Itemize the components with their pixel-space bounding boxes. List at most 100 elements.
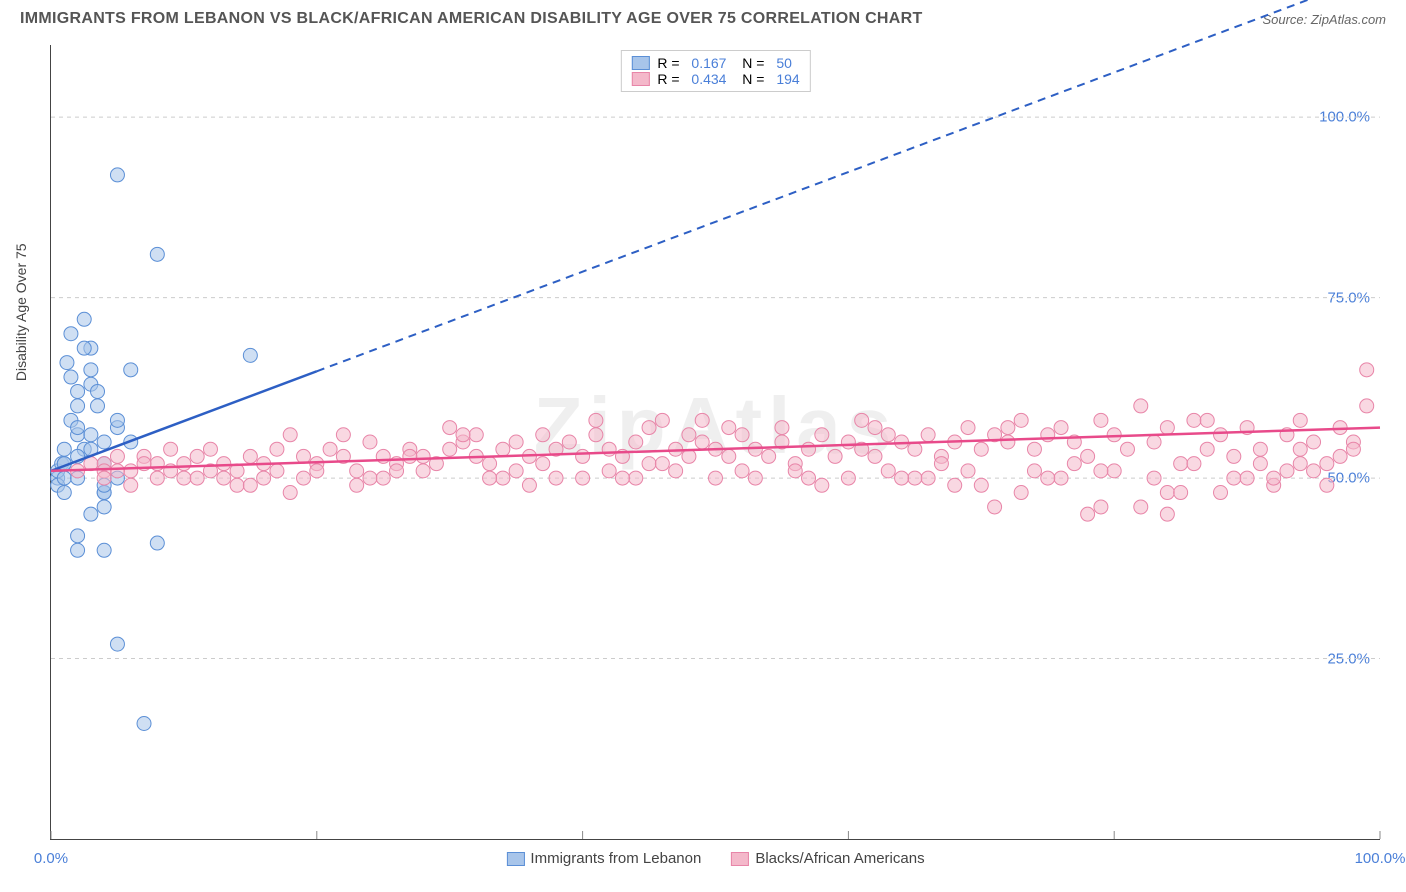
correlation-legend: R = 0.167 N = 50 R = 0.434 N = 194 bbox=[620, 50, 810, 92]
scatter-point bbox=[71, 529, 85, 543]
scatter-point bbox=[1253, 442, 1267, 456]
scatter-point bbox=[1293, 413, 1307, 427]
source-attribution: Source: ZipAtlas.com bbox=[1262, 12, 1386, 27]
scatter-point bbox=[642, 457, 656, 471]
scatter-point bbox=[1120, 442, 1134, 456]
scatter-point bbox=[1174, 486, 1188, 500]
scatter-point bbox=[297, 471, 311, 485]
scatter-point bbox=[921, 428, 935, 442]
scatter-point bbox=[1134, 500, 1148, 514]
scatter-point bbox=[243, 348, 257, 362]
scatter-point bbox=[137, 717, 151, 731]
scatter-point bbox=[110, 449, 124, 463]
scatter-point bbox=[91, 399, 105, 413]
scatter-point bbox=[150, 536, 164, 550]
scatter-point bbox=[1027, 464, 1041, 478]
scatter-point bbox=[230, 478, 244, 492]
scatter-point bbox=[1054, 421, 1068, 435]
scatter-point bbox=[91, 384, 105, 398]
scatter-point bbox=[363, 471, 377, 485]
scatter-point bbox=[629, 471, 643, 485]
scatter-point bbox=[881, 428, 895, 442]
scatter-point bbox=[1360, 399, 1374, 413]
scatter-point bbox=[1200, 413, 1214, 427]
scatter-point bbox=[416, 449, 430, 463]
scatter-point bbox=[655, 457, 669, 471]
scatter-point bbox=[150, 247, 164, 261]
scatter-point bbox=[1094, 413, 1108, 427]
scatter-point bbox=[762, 449, 776, 463]
y-axis-title: Disability Age Over 75 bbox=[13, 243, 29, 381]
scatter-point bbox=[443, 442, 457, 456]
scatter-point bbox=[974, 442, 988, 456]
scatter-point bbox=[602, 464, 616, 478]
scatter-point bbox=[576, 449, 590, 463]
scatter-point bbox=[1081, 507, 1095, 521]
chart-title: IMMIGRANTS FROM LEBANON VS BLACK/AFRICAN… bbox=[20, 10, 923, 28]
chart-plot-area: Disability Age Over 75 ZipAtlas R = 0.16… bbox=[50, 45, 1380, 840]
scatter-point bbox=[71, 543, 85, 557]
scatter-point bbox=[1147, 435, 1161, 449]
scatter-point bbox=[589, 413, 603, 427]
scatter-point bbox=[71, 421, 85, 435]
scatter-point bbox=[802, 471, 816, 485]
scatter-point bbox=[1280, 464, 1294, 478]
scatter-point bbox=[868, 449, 882, 463]
scatter-point bbox=[64, 370, 78, 384]
scatter-point bbox=[1214, 428, 1228, 442]
scatter-point bbox=[1253, 457, 1267, 471]
scatter-point bbox=[164, 442, 178, 456]
scatter-point bbox=[124, 464, 138, 478]
scatter-point bbox=[270, 442, 284, 456]
r-value-black: 0.434 bbox=[691, 71, 726, 87]
scatter-point bbox=[1293, 457, 1307, 471]
scatter-point bbox=[934, 457, 948, 471]
scatter-point bbox=[336, 428, 350, 442]
scatter-point bbox=[841, 435, 855, 449]
scatter-point bbox=[283, 428, 297, 442]
scatter-point bbox=[536, 428, 550, 442]
scatter-point bbox=[1027, 442, 1041, 456]
swatch-lebanon bbox=[631, 56, 649, 70]
scatter-point bbox=[1001, 435, 1015, 449]
scatter-point bbox=[1081, 449, 1095, 463]
scatter-point bbox=[124, 363, 138, 377]
scatter-point bbox=[589, 428, 603, 442]
scatter-point bbox=[868, 421, 882, 435]
scatter-point bbox=[655, 413, 669, 427]
scatter-point bbox=[57, 442, 71, 456]
scatter-point bbox=[483, 471, 497, 485]
scatter-point bbox=[257, 471, 271, 485]
scatter-point bbox=[110, 637, 124, 651]
scatter-point bbox=[841, 471, 855, 485]
scatter-point bbox=[961, 421, 975, 435]
scatter-point bbox=[629, 435, 643, 449]
scatter-point bbox=[1320, 457, 1334, 471]
scatter-point bbox=[1187, 413, 1201, 427]
swatch-lebanon-icon bbox=[506, 852, 524, 866]
scatter-point bbox=[97, 435, 111, 449]
scatter-point bbox=[536, 457, 550, 471]
scatter-point bbox=[57, 486, 71, 500]
scatter-point bbox=[1094, 464, 1108, 478]
scatter-point bbox=[443, 421, 457, 435]
n-value-lebanon: 50 bbox=[776, 55, 792, 71]
scatter-point bbox=[642, 421, 656, 435]
scatter-point bbox=[802, 442, 816, 456]
scatter-point bbox=[110, 464, 124, 478]
scatter-point bbox=[124, 478, 138, 492]
scatter-point bbox=[722, 449, 736, 463]
legend-row-lebanon: R = 0.167 N = 50 bbox=[631, 55, 799, 71]
scatter-point bbox=[97, 471, 111, 485]
series-legend: Immigrants from Lebanon Blacks/African A… bbox=[506, 850, 924, 867]
scatter-point bbox=[110, 413, 124, 427]
scatter-point bbox=[57, 471, 71, 485]
legend-row-black: R = 0.434 N = 194 bbox=[631, 71, 799, 87]
scatter-point bbox=[71, 384, 85, 398]
scatter-point bbox=[1293, 442, 1307, 456]
scatter-point bbox=[77, 341, 91, 355]
scatter-point bbox=[988, 500, 1002, 514]
scatter-point bbox=[97, 543, 111, 557]
scatter-point bbox=[615, 471, 629, 485]
scatter-point bbox=[283, 486, 297, 500]
